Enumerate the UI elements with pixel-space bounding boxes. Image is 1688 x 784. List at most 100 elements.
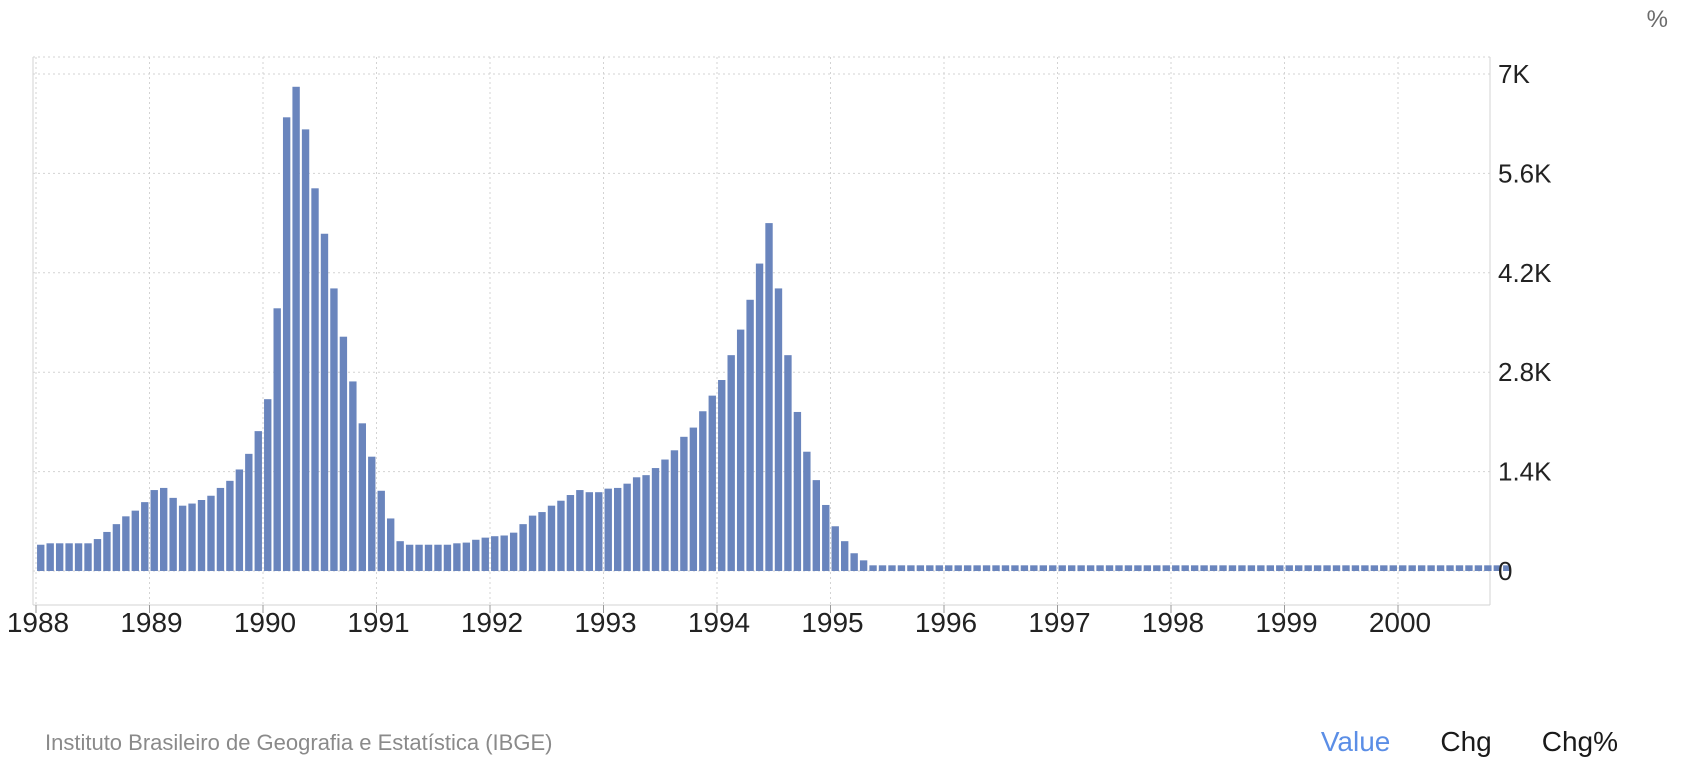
bar: [557, 500, 565, 571]
bar: [74, 543, 83, 571]
y-tick-label: 5.6K: [1498, 158, 1552, 188]
bar: [500, 535, 508, 571]
bar: [1068, 565, 1076, 571]
bar: [973, 565, 981, 571]
bar: [282, 117, 291, 571]
bar: [1153, 565, 1161, 571]
bar: [254, 431, 262, 571]
bar: [859, 560, 868, 571]
view-toggles: Value Chg Chg%: [1321, 726, 1618, 758]
bar: [566, 495, 575, 571]
bar: [878, 565, 887, 571]
y-tick-label: 1.4K: [1498, 457, 1552, 487]
bar: [405, 544, 414, 571]
x-tick-label: 1995: [801, 607, 863, 638]
bar: [1342, 565, 1350, 571]
x-tick-label: 1994: [688, 607, 750, 638]
bar: [1455, 565, 1464, 571]
bar: [869, 565, 877, 571]
bar: [945, 565, 953, 571]
bar: [1115, 565, 1123, 571]
bar: [1049, 565, 1057, 571]
bar: [377, 490, 385, 571]
bar: [1389, 565, 1397, 571]
bar: [387, 518, 395, 571]
toggle-chg-pct-button[interactable]: Chg%: [1541, 726, 1618, 757]
bar: [396, 541, 404, 571]
bar: [1313, 565, 1322, 571]
x-tick-label: 1996: [915, 607, 977, 638]
bar: [245, 453, 253, 571]
bar: [718, 380, 726, 571]
grid-lines: [32, 56, 1491, 606]
bar: [547, 505, 556, 571]
bar: [528, 515, 537, 571]
bar: [1228, 565, 1237, 571]
bar: [907, 565, 915, 571]
bar: [472, 539, 480, 571]
bar: [1238, 565, 1246, 571]
bar: [926, 565, 934, 571]
bar: [443, 544, 452, 571]
bar: [1380, 565, 1388, 571]
bar: [982, 565, 991, 571]
bar: [1209, 565, 1218, 571]
bar: [632, 477, 641, 571]
bar: [415, 544, 423, 571]
y-tick-label: 0: [1498, 556, 1512, 586]
x-tick-label: 1989: [120, 607, 182, 638]
bar: [37, 544, 45, 571]
bar: [1436, 565, 1445, 571]
x-axis: 1988 1989 1990 1991 1992 1993 1994 1995 1996 1997…: [7, 605, 1431, 638]
bar: [1134, 565, 1142, 571]
bar: [803, 451, 811, 571]
bar: [623, 483, 631, 571]
bar: [595, 492, 603, 571]
bar: [841, 541, 849, 571]
y-tick-label: 7K: [1498, 59, 1530, 89]
bar: [708, 395, 716, 571]
bar: [1399, 565, 1407, 571]
bar: [1011, 565, 1019, 571]
bar: [954, 565, 962, 571]
toggle-chg-button[interactable]: Chg: [1440, 726, 1492, 757]
bar: [1408, 565, 1416, 571]
x-tick-label: 1988: [7, 607, 69, 638]
bar: [1124, 565, 1133, 571]
bar: [197, 500, 206, 571]
bar: [1465, 565, 1473, 571]
bar: [330, 288, 338, 571]
bar: [1427, 565, 1435, 571]
bar: [774, 288, 783, 571]
bar: [1295, 565, 1303, 571]
bar: [1323, 565, 1331, 571]
bar: [141, 502, 149, 571]
bar: [1276, 565, 1284, 571]
bar: [1332, 565, 1341, 571]
bar: [897, 565, 906, 571]
bar: [1190, 565, 1199, 571]
bar: [1039, 565, 1047, 571]
bar: [614, 487, 622, 571]
bar: [680, 436, 688, 571]
bar: [1172, 565, 1180, 571]
bar: [576, 490, 584, 571]
bar: [103, 531, 111, 571]
bar: [1200, 565, 1208, 571]
bar: [1370, 565, 1379, 571]
toggle-value-button[interactable]: Value: [1320, 726, 1391, 757]
x-tick-label: 1992: [461, 607, 523, 638]
bar: [963, 565, 972, 571]
bar: [1474, 565, 1483, 571]
bar: [84, 543, 92, 571]
bar: [604, 488, 612, 571]
bar: [311, 188, 319, 571]
bar: [1247, 565, 1256, 571]
bar: [273, 308, 281, 571]
bar: [1417, 565, 1426, 571]
bar: [736, 329, 745, 571]
x-tick-label: 2000: [1369, 607, 1431, 638]
bar: [812, 480, 820, 571]
bar: [226, 480, 234, 571]
bar: [755, 263, 764, 571]
